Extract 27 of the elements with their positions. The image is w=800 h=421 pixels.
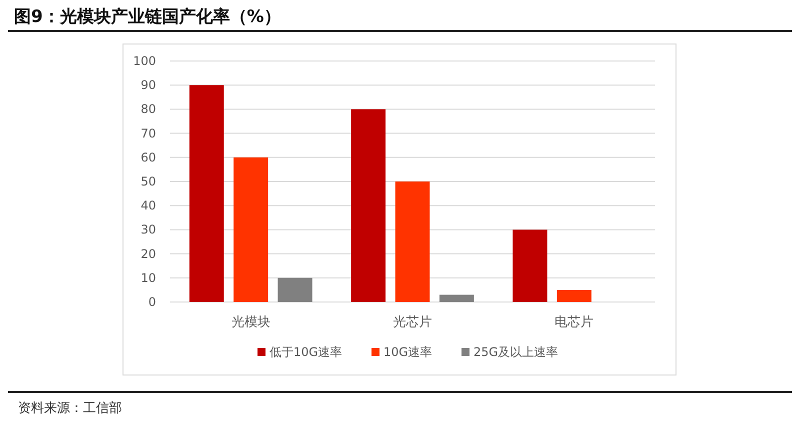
y-tick-label: 100	[133, 54, 156, 68]
y-tick-label: 70	[140, 126, 156, 140]
legend-label: 10G速率	[384, 345, 432, 359]
y-tick-label: 20	[140, 246, 156, 261]
bar	[512, 230, 548, 302]
y-tick-label: 40	[140, 198, 156, 213]
y-tick-label: 80	[140, 102, 156, 116]
bar	[234, 157, 268, 302]
x-tick-label: 电芯片	[554, 315, 594, 330]
y-tick-label: 90	[140, 78, 156, 92]
chart-title: 图9：光模块产业链国产化率（%）	[14, 7, 281, 27]
bar	[278, 278, 312, 302]
legend-label: 低于10G速率	[270, 345, 342, 359]
text: 资料来源：工信部	[18, 401, 122, 416]
y-tick-label: 30	[140, 222, 156, 237]
y-tick-label: 60	[140, 150, 156, 164]
y-tick-label: 0	[148, 295, 156, 309]
bar	[556, 290, 592, 302]
x-tick-label: 光模块	[231, 315, 270, 330]
bar	[395, 182, 430, 302]
legend-label: 25G及以上速率	[474, 345, 558, 359]
y-tick-label: 10	[140, 270, 156, 285]
bar	[351, 109, 386, 302]
y-tick-label: 50	[140, 174, 156, 188]
x-tick-label: 光芯片	[393, 315, 432, 330]
bar	[189, 85, 224, 302]
bar	[439, 294, 474, 302]
